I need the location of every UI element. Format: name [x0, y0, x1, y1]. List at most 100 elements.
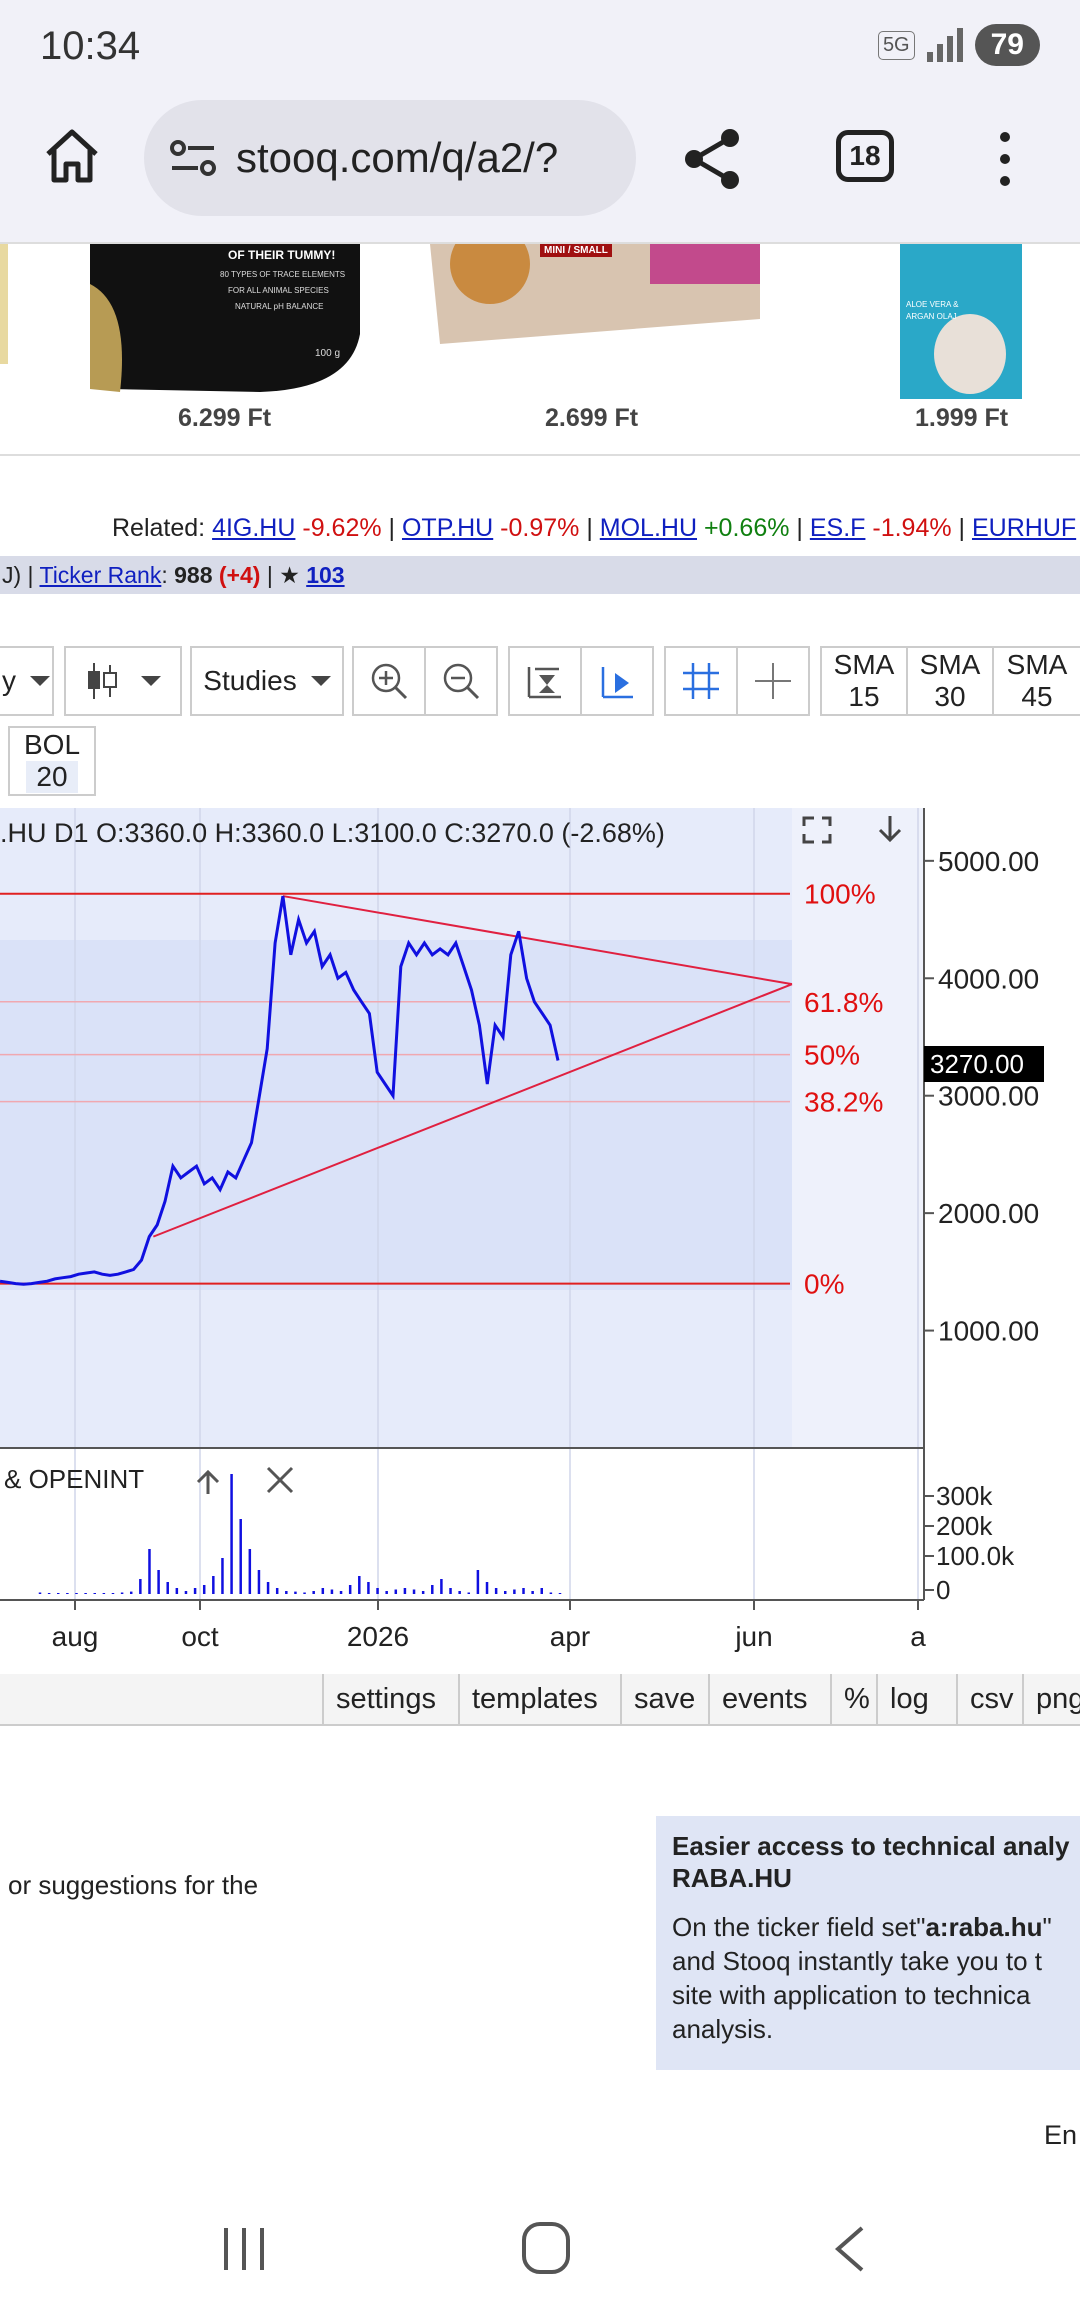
volume-label: & OPENINT [4, 1464, 144, 1494]
close-icon[interactable] [266, 1466, 294, 1494]
y-tick-label: 2000.00 [938, 1198, 1039, 1229]
chart-log-button[interactable]: log [876, 1674, 941, 1724]
fib-label: 61.8% [804, 987, 883, 1018]
info-title-line1: Easier access to technical analy [672, 1831, 1070, 1861]
resistance-line [282, 895, 793, 986]
candlestick-icon [88, 663, 117, 699]
recent-apps-icon[interactable] [220, 2224, 270, 2274]
chevron-down-icon [141, 676, 161, 686]
related-label: Related: [112, 514, 213, 542]
x-tick-label: jun [734, 1621, 772, 1652]
last-price-marker: 3270.00 [924, 1046, 1044, 1082]
ohlc-header: .HU D1 O:3360.0 H:3360.0 L:3100.0 C:3270… [0, 818, 665, 848]
share-icon[interactable] [680, 126, 746, 192]
related-separator: | [381, 514, 402, 542]
y-tick-label: 1000.00 [938, 1316, 1039, 1347]
home-nav-icon[interactable] [520, 2220, 572, 2276]
fib-label: 100% [804, 879, 876, 910]
product-card[interactable]: ALOE VERA & ARGAN OLAJ [900, 244, 1022, 399]
grid-toggle-button[interactable] [664, 646, 738, 716]
product-card[interactable]: MINI / SMALL [430, 244, 760, 374]
related-ticker-link[interactable]: ES.F [809, 514, 866, 542]
sma-30-toggle[interactable]: SMA 30 [906, 646, 994, 716]
related-ticker-link[interactable]: MOL.HU [599, 514, 698, 542]
battery-indicator: 79 [974, 24, 1040, 66]
chart-csv-button[interactable]: csv [956, 1674, 1026, 1724]
sma-15-toggle[interactable]: SMA 15 [820, 646, 908, 716]
zoom-out-button[interactable] [424, 646, 498, 716]
home-icon[interactable] [40, 124, 104, 188]
rank-delta: (+4) [218, 562, 261, 588]
stars-link[interactable]: 103 [306, 562, 345, 588]
chart-type-select[interactable] [64, 646, 182, 716]
grid-icon [683, 663, 719, 699]
ticker-rank-bar: J) | Ticker Rank: 988 (+4) | ★ 103 [0, 556, 1080, 594]
info-title-line2: RABA.HU [672, 1863, 792, 1893]
zoom-in-button[interactable] [352, 646, 426, 716]
product-text: OF THEIR TUMMY! [228, 248, 336, 262]
related-separator: | [579, 514, 600, 542]
x-tick-label: a [910, 1621, 926, 1652]
y-tick-label: 5000.00 [938, 846, 1039, 877]
period-value: y [2, 665, 16, 696]
rank-value: 988 [174, 562, 213, 588]
related-tickers: Related: 4IG.HU -9.62% | OTP.HU -0.97% |… [0, 514, 1080, 548]
url-text: stooq.com/q/a2/? [236, 134, 559, 181]
fit-range-button[interactable] [508, 646, 582, 716]
chart-events-button[interactable]: events [708, 1674, 819, 1724]
chart-templates-button[interactable]: templates [458, 1674, 610, 1724]
chart-save-button[interactable]: save [620, 1674, 707, 1724]
back-icon[interactable] [830, 2224, 870, 2274]
product-text: MINI / SMALL [540, 244, 612, 257]
sma-value: 45 [1021, 681, 1053, 712]
tab-switcher-button[interactable]: 18 [836, 130, 894, 182]
info-text: analysis. [672, 2014, 774, 2044]
product-text: ARGAN OLAJ [906, 312, 957, 321]
chart-png-button[interactable]: png [1022, 1674, 1080, 1724]
related-change: +0.66% [697, 514, 790, 542]
site-settings-icon[interactable] [168, 138, 218, 178]
zoom-out-icon [443, 663, 480, 700]
related-ticker-link[interactable]: EURHUF [971, 514, 1077, 542]
period-select[interactable]: y [0, 646, 54, 716]
address-bar[interactable]: stooq.com/q/a2/? [144, 100, 636, 216]
triangle-pattern [152, 895, 793, 1238]
price-chart[interactable]: .HU D1 O:3360.0 H:3360.0 L:3100.0 C:3270… [0, 808, 1080, 1668]
sma-label: SMA [1006, 649, 1068, 680]
fullscreen-icon[interactable] [802, 816, 832, 844]
product-price: 1.999 Ft [915, 404, 1009, 432]
arrow-up-icon[interactable] [196, 1469, 220, 1494]
chart-percent-button[interactable]: % [830, 1674, 882, 1724]
product-price: 6.299 Ft [178, 404, 272, 432]
info-title: Easier access to technical analy RABA.HU [672, 1830, 1069, 1894]
chart-actions-bar: settings templates save events% log csv png [0, 1674, 1080, 1726]
x-axis: aug oct 2026 apr jun a [52, 1600, 926, 1652]
language-link[interactable]: En [1044, 2120, 1078, 2150]
crosshair-button[interactable] [736, 646, 810, 716]
fib-label: 0% [804, 1269, 844, 1300]
fib-zone [0, 940, 792, 1290]
more-menu-icon[interactable] [990, 126, 1020, 196]
svg-text:3270.00: 3270.00 [930, 1049, 1024, 1079]
bol-20-toggle[interactable]: BOL 20 [8, 726, 96, 796]
signal-icon [926, 28, 963, 62]
chart-settings-button[interactable]: settings [322, 1674, 448, 1724]
studies-label: Studies [203, 665, 297, 696]
chevron-down-icon [30, 676, 50, 686]
chevron-down-icon [310, 676, 331, 686]
sma-45-toggle[interactable]: SMA 45 [992, 646, 1080, 716]
sma-label: SMA [919, 649, 981, 680]
download-icon[interactable] [878, 816, 902, 843]
product-image [90, 244, 360, 392]
fib-label: 38.2% [804, 1087, 883, 1118]
related-ticker-link[interactable]: OTP.HU [401, 514, 494, 542]
product-image [430, 244, 760, 344]
scroll-latest-button[interactable] [580, 646, 654, 716]
studies-select[interactable]: Studies [190, 646, 344, 716]
y-tick-label: 3000.00 [938, 1081, 1039, 1112]
related-ticker-link[interactable]: 4IG.HU [212, 514, 296, 542]
ticker-rank-link[interactable]: Ticker Rank [39, 562, 162, 588]
product-card[interactable]: OF THEIR TUMMY! 80 TYPES OF TRACE ELEMEN… [90, 244, 360, 394]
fibonacci-levels: 100% 61.8% 50% 38.2% 0% [0, 879, 883, 1300]
